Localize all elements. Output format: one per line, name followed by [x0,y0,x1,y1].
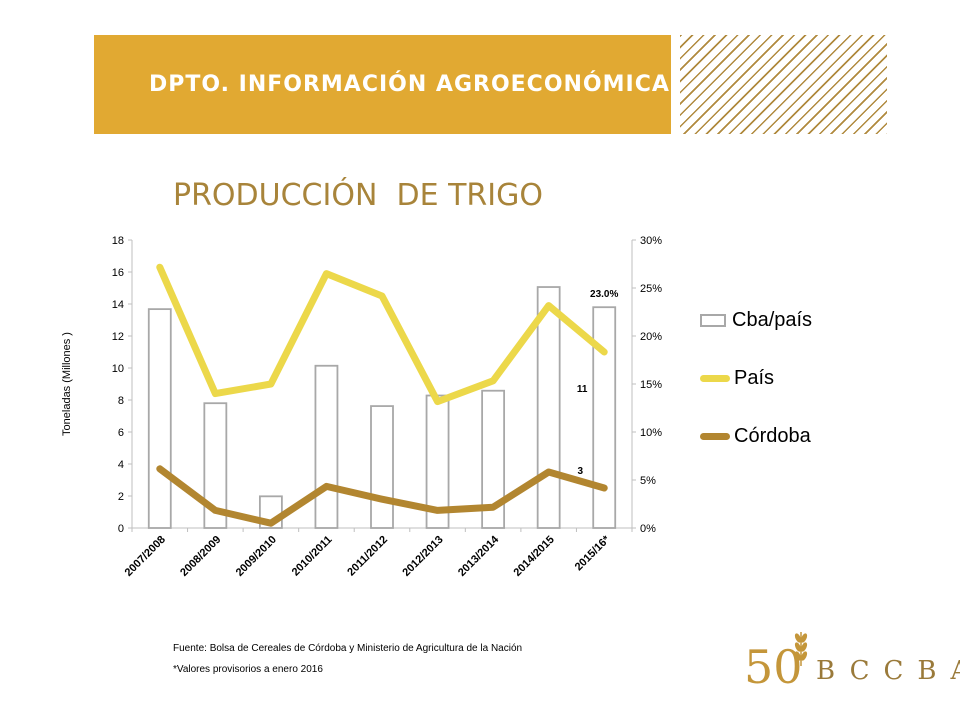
data-label: 23.0% [590,289,618,300]
y-tick-label: 0 [118,523,124,535]
y-axis-title: Toneladas (Millones ) [61,332,73,436]
x-tick-label: 2014/2015 [512,534,557,579]
x-tick-label: 2012/2013 [400,534,445,579]
y-tick-label: 2 [118,491,124,503]
y-tick-label: 6 [118,427,124,439]
header-banner: DPTO. INFORMACIÓN AGROECONÓMICA [94,35,671,134]
y-tick-label: 14 [112,299,124,311]
bccba-logo: 50 BCCBA [744,628,960,696]
y-tick-label: 4 [118,459,124,471]
legend-label: Córdoba [734,424,811,447]
legend-label: País [734,366,775,389]
bar-cba-pais [147,308,172,529]
legend-item-cordoba: Córdoba [700,421,812,451]
wheat-icon [794,632,808,666]
y-tick-label: 18 [112,235,124,247]
logo-text: BCCBA [816,656,960,686]
y2-tick-label: 0% [640,523,656,535]
x-tick-label: 2010/2011 [290,534,335,579]
bar-cba-pais [592,306,617,529]
legend-swatch-line [700,374,730,382]
x-tick-label: 2007/2008 [123,534,168,579]
x-tick-label: 2008/2009 [178,534,223,579]
bar-cba-pais [314,364,339,529]
x-tick-label: 2009/2010 [234,534,279,579]
bar-cba-pais [481,389,506,529]
logo-number: 50 [744,640,803,694]
bar-cba-pais [370,405,394,529]
bar-cba-pais [536,286,561,529]
legend-swatch-bar [700,313,726,327]
y2-tick-label: 20% [640,331,662,343]
provisional-note: *Valores provisorios a enero 2016 [173,664,323,675]
bar-cba-pais [203,402,228,529]
source-note: Fuente: Bolsa de Cereales de Córdoba y M… [173,643,523,654]
hatch-pattern-decoration [680,35,887,134]
legend-label: Cba/país [732,308,813,331]
x-tick-label: 2013/2014 [456,533,502,579]
x-tick-label: 2011/2012 [345,534,390,579]
legend-swatch-line [700,432,730,440]
y2-tick-label: 30% [640,235,662,247]
y2-tick-label: 10% [640,427,662,439]
y-tick-label: 12 [112,331,124,343]
data-label: 3 [577,466,583,477]
legend-item-pais: País [700,363,812,393]
y-tick-label: 16 [112,267,124,279]
y2-tick-label: 5% [640,475,656,487]
legend-item-cba-pais: Cba/país [700,305,812,335]
y-tick-label: 10 [112,363,124,375]
x-tick-label: 2015/16* [573,533,613,573]
line-pais [156,263,608,406]
y2-tick-label: 25% [640,283,662,295]
chart-legend: Cba/país País Córdoba [700,305,812,451]
data-label: 11 [577,384,588,395]
line-cordoba [156,465,608,527]
chart-title: PRODUCCIÓN DE TRIGO [173,178,543,213]
department-title: DPTO. INFORMACIÓN AGROECONÓMICA [149,72,670,97]
y2-tick-label: 15% [640,379,662,391]
y-tick-label: 8 [118,395,124,407]
